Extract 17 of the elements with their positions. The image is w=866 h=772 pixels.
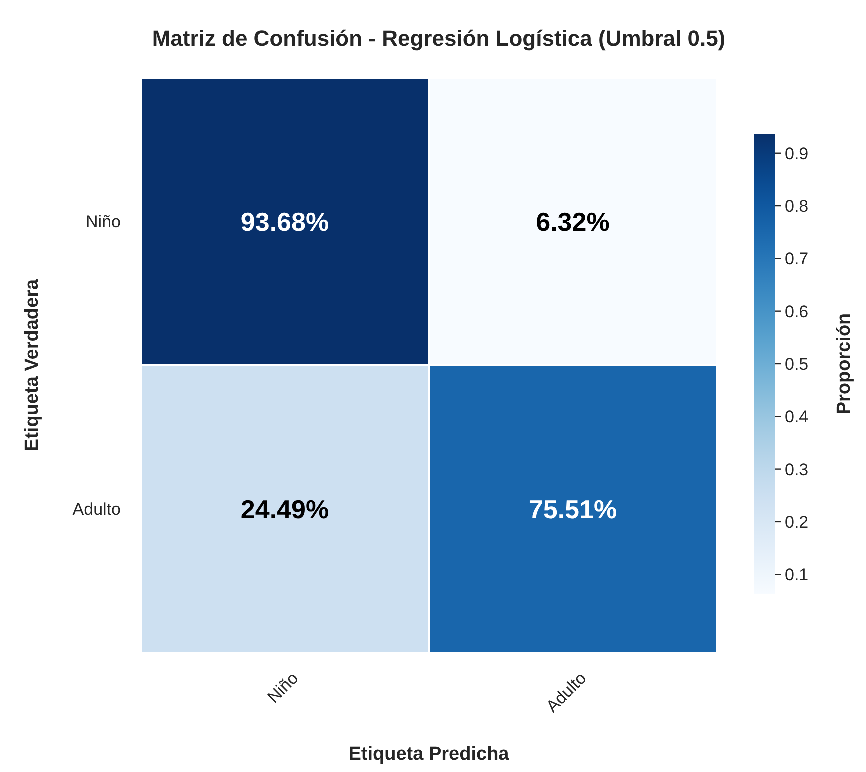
y-axis-title: Etiqueta Verdadera [22, 279, 43, 452]
x-axis-title: Etiqueta Predicha [348, 744, 510, 765]
color-bar-label: 0.8 [785, 196, 809, 216]
color-bar-label: 0.5 [785, 354, 809, 374]
chart-title: Matriz de Confusión - Regresión Logística (Umbral 0.5) [152, 26, 726, 51]
color-bar-label: 0.2 [785, 512, 809, 532]
data-label: 24.49% [240, 494, 330, 524]
color-bar-label: 0.9 [785, 144, 809, 164]
color-bar-label: 0.3 [785, 460, 809, 480]
data-label: 93.68% [240, 206, 330, 237]
data-label: 6.32% [536, 206, 610, 237]
color-bar-label: 0.1 [785, 566, 809, 585]
color-bar-label: 0.6 [785, 302, 809, 322]
color-bar-label: 0.4 [785, 408, 809, 427]
color-bar-title: Proporción [834, 313, 855, 415]
data-label: 75.51% [528, 494, 618, 524]
color-bar-label: 0.7 [785, 250, 809, 269]
